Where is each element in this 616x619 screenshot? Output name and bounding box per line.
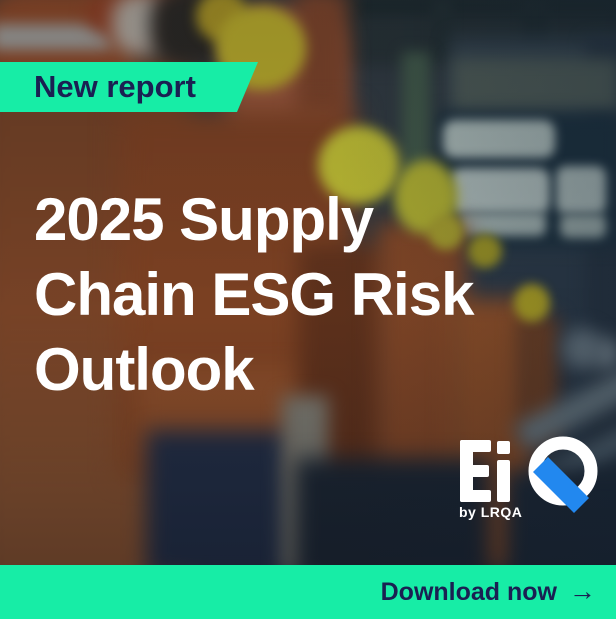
new-report-badge: New report [0, 62, 258, 112]
photo-bokeh [594, 338, 616, 370]
photo-region [432, 0, 452, 58]
photo-hardhat [318, 126, 400, 204]
photo-region [146, 430, 298, 578]
download-bar[interactable]: Download now → [0, 565, 616, 619]
photo-window [560, 214, 606, 238]
photo-region [295, 458, 490, 583]
photo-region [0, 24, 110, 50]
photo-hardhat [514, 284, 550, 322]
page-title: 2025 Supply Chain ESG Risk Outlook [34, 182, 474, 407]
photo-hardhat [428, 214, 464, 250]
photo-region [452, 58, 616, 114]
photo-window [458, 212, 546, 236]
badge-label: New report [34, 69, 196, 104]
eiq-logo: EiQ by LRQA [452, 432, 612, 524]
photo-window [450, 168, 550, 214]
photo-window [443, 120, 555, 158]
headline-line-1: 2025 Supply [34, 186, 374, 253]
photo-window [556, 166, 606, 214]
photo-hardhat [468, 234, 502, 268]
headline-line-2: Chain ESG Risk [34, 261, 474, 328]
headline-line-3: Outlook [34, 336, 255, 403]
arrow-right-icon: → [569, 575, 596, 606]
download-label[interactable]: Download now [380, 577, 557, 606]
logo-q-tail [533, 457, 589, 513]
logo-byline: by LRQA [459, 504, 523, 520]
logo-letter-i [497, 441, 510, 502]
eiq-logo-mark [460, 436, 598, 513]
logo-letter-e [460, 440, 491, 502]
